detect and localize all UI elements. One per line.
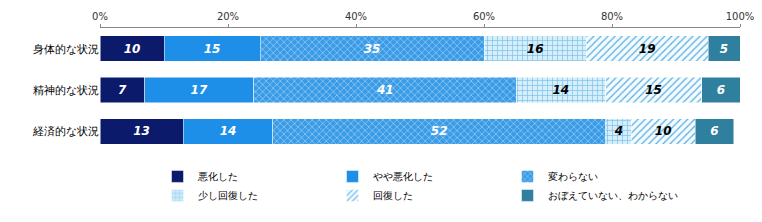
svg-text:17: 17 (191, 83, 208, 97)
svg-text:身体的な状況: 身体的な状況 (33, 43, 99, 56)
svg-text:16: 16 (527, 42, 544, 56)
svg-text:14: 14 (220, 124, 237, 138)
svg-text:15: 15 (645, 83, 662, 97)
svg-text:35: 35 (364, 42, 381, 56)
svg-text:6: 6 (710, 124, 718, 138)
svg-text:4: 4 (614, 124, 623, 138)
svg-text:回復した: 回復した (373, 190, 413, 201)
svg-text:100%: 100% (726, 11, 755, 22)
svg-text:60%: 60% (473, 11, 495, 22)
svg-text:20%: 20% (217, 11, 239, 22)
svg-text:悪化した: 悪化した (197, 171, 238, 182)
svg-text:14: 14 (552, 83, 569, 97)
svg-text:80%: 80% (601, 11, 623, 22)
svg-text:やや悪化した: やや悪化した (373, 171, 433, 182)
svg-text:10: 10 (655, 124, 672, 138)
svg-text:41: 41 (376, 83, 394, 97)
svg-text:精神的な状況: 精神的な状況 (33, 84, 99, 97)
svg-text:10: 10 (124, 42, 141, 56)
svg-text:7: 7 (118, 83, 127, 97)
svg-text:6: 6 (717, 83, 725, 97)
svg-text:5: 5 (720, 42, 728, 56)
svg-text:52: 52 (431, 124, 448, 138)
svg-text:0%: 0% (92, 11, 108, 22)
svg-text:おぼえていない、わからない: おぼえていない、わからない (548, 190, 678, 201)
svg-text:40%: 40% (345, 11, 367, 22)
svg-text:13: 13 (133, 124, 150, 138)
svg-text:15: 15 (204, 42, 221, 56)
svg-text:19: 19 (639, 42, 656, 56)
svg-text:経済的な状況: 経済的な状況 (32, 125, 99, 138)
svg-text:変わらない: 変わらない (548, 171, 598, 182)
svg-text:少し回復した: 少し回復した (198, 190, 258, 201)
